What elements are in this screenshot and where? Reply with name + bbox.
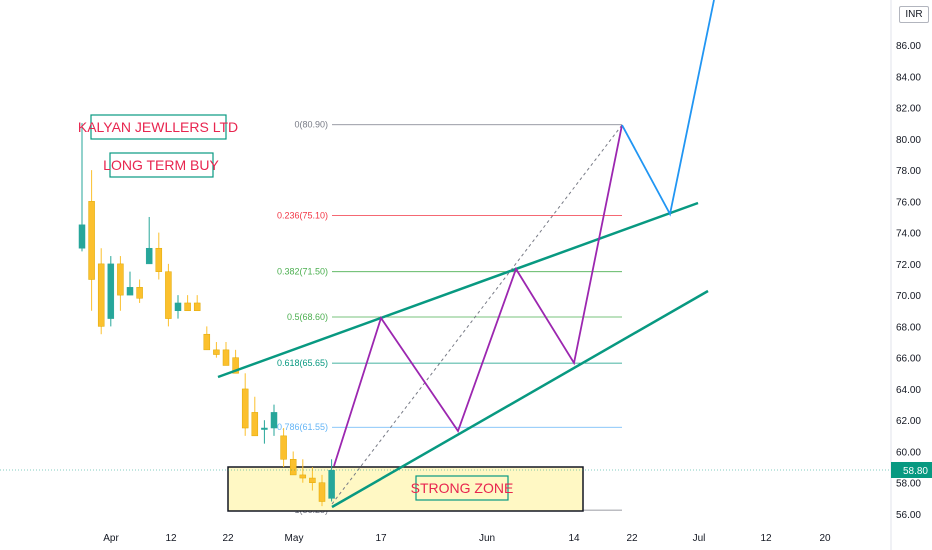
candle bbox=[213, 342, 220, 358]
time-axis[interactable]: Apr 12 22 May 17 Jun 14 22 Jul 12 20 bbox=[103, 533, 831, 544]
time-tick-label: 17 bbox=[375, 533, 387, 544]
candle bbox=[117, 256, 124, 311]
fib-trend-dashed-line bbox=[331, 124, 623, 505]
candle bbox=[97, 248, 105, 335]
candle bbox=[203, 326, 211, 351]
candle bbox=[174, 295, 182, 319]
time-tick-label: Jun bbox=[479, 533, 495, 544]
fib-level-label: 0.382(71.50) bbox=[277, 267, 328, 277]
fib-level-label: 0(80.90) bbox=[294, 120, 328, 130]
candle bbox=[299, 459, 307, 483]
idea-label-box: LONG TERM BUY bbox=[103, 152, 219, 178]
time-tick-label: Apr bbox=[103, 533, 119, 544]
candle bbox=[261, 420, 268, 444]
price-tick-label: 80.00 bbox=[896, 135, 921, 146]
candle bbox=[136, 279, 143, 303]
upper-trend-line[interactable] bbox=[217, 201, 699, 379]
trend-channel[interactable] bbox=[217, 201, 709, 509]
candle bbox=[145, 216, 153, 265]
price-tick-label: 70.00 bbox=[896, 291, 921, 302]
fib-level-label: 0.786(61.55) bbox=[277, 422, 328, 432]
candle bbox=[270, 404, 278, 436]
currency-button[interactable]: INR bbox=[899, 6, 929, 23]
last-price-badge: 58.80 bbox=[891, 462, 932, 478]
candle bbox=[318, 474, 326, 507]
candle bbox=[328, 459, 335, 502]
symbol-label-box: KALYAN JEWLLERS LTD bbox=[78, 114, 238, 140]
time-tick-label: 22 bbox=[626, 533, 638, 544]
time-tick-label: May bbox=[285, 533, 304, 544]
candle bbox=[251, 396, 259, 437]
fib-level-label: 0.618(65.65) bbox=[277, 358, 328, 368]
candle bbox=[222, 342, 230, 366]
price-tick-label: 66.00 bbox=[896, 354, 921, 365]
candle bbox=[155, 232, 163, 280]
idea-label: LONG TERM BUY bbox=[103, 157, 219, 173]
fib-level-label: 0.5(68.60) bbox=[287, 312, 328, 322]
time-tick-label: 12 bbox=[760, 533, 772, 544]
last-price-value: 58.80 bbox=[903, 466, 928, 477]
price-tick-label: 62.00 bbox=[896, 416, 921, 427]
candle bbox=[165, 263, 172, 327]
strong-zone-label-box bbox=[415, 475, 509, 501]
price-tick-label: 68.00 bbox=[896, 322, 921, 333]
candle bbox=[78, 123, 86, 252]
final-leg-path[interactable] bbox=[621, 0, 715, 217]
candle bbox=[107, 256, 115, 327]
candle bbox=[241, 373, 249, 436]
candle bbox=[193, 295, 201, 312]
strong-zone-label: STRONG ZONE bbox=[411, 480, 514, 496]
symbol-label: KALYAN JEWLLERS LTD bbox=[78, 119, 238, 135]
lower-trend-line[interactable] bbox=[331, 289, 709, 509]
price-tick-label: 56.00 bbox=[896, 510, 921, 521]
strong-zone[interactable]: STRONG ZONE bbox=[227, 466, 584, 512]
candle bbox=[88, 170, 95, 311]
price-tick-label: 58.00 bbox=[896, 479, 921, 490]
price-axis[interactable]: 56.00 58.00 60.00 62.00 64.00 66.00 68.00 70.00… bbox=[890, 0, 921, 550]
fib-level-label: 0.236(75.10) bbox=[277, 210, 328, 220]
fibonacci-retracement[interactable]: 0(80.90) 0.236(75.10) 0.382(71.50) 0.5(68.6… bbox=[277, 120, 622, 515]
time-tick-label: 14 bbox=[568, 533, 580, 544]
candle bbox=[309, 467, 316, 491]
price-tick-label: 64.00 bbox=[896, 385, 921, 396]
price-tick-label: 78.00 bbox=[896, 166, 921, 177]
time-tick-label: 12 bbox=[165, 533, 177, 544]
candle bbox=[280, 428, 287, 468]
price-tick-label: 72.00 bbox=[896, 260, 921, 271]
candles bbox=[78, 123, 335, 507]
time-tick-label: Jul bbox=[693, 533, 706, 544]
price-tick-label: 74.00 bbox=[896, 229, 921, 240]
price-tick-label: 86.00 bbox=[896, 41, 921, 52]
strong-zone-box[interactable] bbox=[227, 466, 584, 512]
price-tick-label: 76.00 bbox=[896, 197, 921, 208]
price-tick-label: 60.00 bbox=[896, 447, 921, 458]
price-tick-label: 82.00 bbox=[896, 104, 921, 115]
price-tick-label: 84.00 bbox=[896, 72, 921, 83]
candle bbox=[184, 295, 191, 312]
time-tick-label: 22 bbox=[222, 533, 234, 544]
time-tick-label: 20 bbox=[819, 533, 831, 544]
projection-path[interactable] bbox=[333, 124, 623, 467]
candle bbox=[126, 271, 134, 296]
candle bbox=[289, 451, 297, 476]
